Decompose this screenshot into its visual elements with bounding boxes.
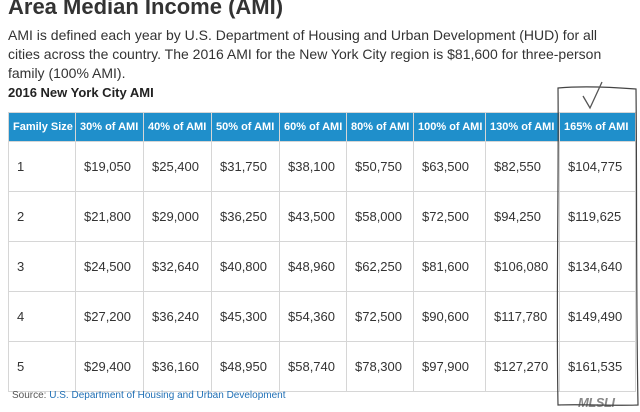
table-cell: $25,400 [143, 141, 212, 192]
table-cell: $106,080 [485, 241, 560, 292]
table-cell: $72,500 [413, 191, 486, 242]
column-header: 130% of AMI [485, 112, 560, 142]
table-cell: $38,100 [279, 141, 347, 192]
column-header: 60% of AMI [279, 112, 347, 142]
table-cell: $32,640 [143, 241, 212, 292]
table-cell: 5 [8, 341, 76, 392]
table-cell: 1 [8, 141, 76, 192]
table-cell: $58,000 [346, 191, 414, 242]
column-header: 80% of AMI [346, 112, 414, 142]
column-header: 100% of AMI [413, 112, 486, 142]
table-row: 1 $19,050 $25,400 $31,750 $38,100 $50,750 $63,… [8, 141, 636, 192]
watermark: MLSLI [578, 395, 615, 410]
table-cell: $119,625 [559, 191, 636, 242]
table-cell: $117,780 [485, 291, 560, 342]
check-mark [582, 81, 603, 110]
table-cell: $45,300 [211, 291, 280, 342]
table-cell: $149,490 [559, 291, 636, 342]
table-row: 2 $21,800 $29,000 $36,250 $43,500 $58,000 $72,… [8, 191, 636, 242]
table-cell: $62,250 [346, 241, 414, 292]
table-cell: $48,950 [211, 341, 280, 392]
table-cell: $82,550 [485, 141, 560, 192]
table-cell: $134,640 [559, 241, 636, 292]
column-header: 40% of AMI [143, 112, 212, 142]
table-cell: $36,240 [143, 291, 212, 342]
table-cell: 2 [8, 191, 76, 242]
table-cell: $24,500 [75, 241, 144, 292]
table-cell: $127,270 [485, 341, 560, 392]
source: Source: U.S. Department of Housing and U… [12, 390, 286, 401]
table-cell: 4 [8, 291, 76, 342]
column-header: 165% of AMI [559, 112, 636, 142]
source-label: Source: [12, 390, 47, 401]
table-cell: $72,500 [346, 291, 414, 342]
table-cell: 3 [8, 241, 76, 292]
column-header: Family Size [8, 112, 76, 142]
table-cell: $63,500 [413, 141, 486, 192]
title: Area Median Income (AMI) [8, 0, 284, 19]
table-cell: $21,800 [75, 191, 144, 242]
ami-table: Family Size 30% of AMI 40% of AMI 50% of AM… [8, 112, 636, 392]
table-row: 3 $24,500 $32,640 $40,800 $48,960 $62,250 $81,… [8, 241, 636, 292]
table-row: 5 $29,400 $36,160 $48,950 $58,740 $78,300 $97,… [8, 341, 636, 392]
table-cell: $58,740 [279, 341, 347, 392]
table-row: 4 $27,200 $36,240 $45,300 $54,360 $72,500 $90,… [8, 291, 636, 342]
table-cell: $97,900 [413, 341, 486, 392]
description: AMI is defined each year by U.S. Departm… [8, 27, 602, 81]
table-cell: $90,600 [413, 291, 486, 342]
table-cell: $81,600 [413, 241, 486, 292]
table-cell: $19,050 [75, 141, 144, 192]
table-cell: $161,535 [559, 341, 636, 392]
table-cell: $29,000 [143, 191, 212, 242]
table-cell: $43,500 [279, 191, 347, 242]
header-row: Family Size 30% of AMI 40% of AMI 50% of AM… [8, 112, 636, 142]
table-cell: $50,750 [346, 141, 414, 192]
table-cell: $27,200 [75, 291, 144, 342]
table-cell: $104,775 [559, 141, 636, 192]
source-link[interactable]: U.S. Department of Housing and Urban Dev… [49, 390, 286, 401]
table-cell: $40,800 [211, 241, 280, 292]
table-body: 1 $19,050 $25,400 $31,750 $38,100 $50,750 $63,… [8, 141, 636, 392]
table-cell: $48,960 [279, 241, 347, 292]
table-caption: 2016 New York City AMI [8, 85, 154, 100]
table-cell: $29,400 [75, 341, 144, 392]
table-cell: $36,250 [211, 191, 280, 242]
table-cell: $31,750 [211, 141, 280, 192]
table-cell: $94,250 [485, 191, 560, 242]
column-header: 50% of AMI [211, 112, 280, 142]
column-header: 30% of AMI [75, 112, 144, 142]
table-cell: $78,300 [346, 341, 414, 392]
table-cell: $36,160 [143, 341, 212, 392]
table-cell: $54,360 [279, 291, 347, 342]
